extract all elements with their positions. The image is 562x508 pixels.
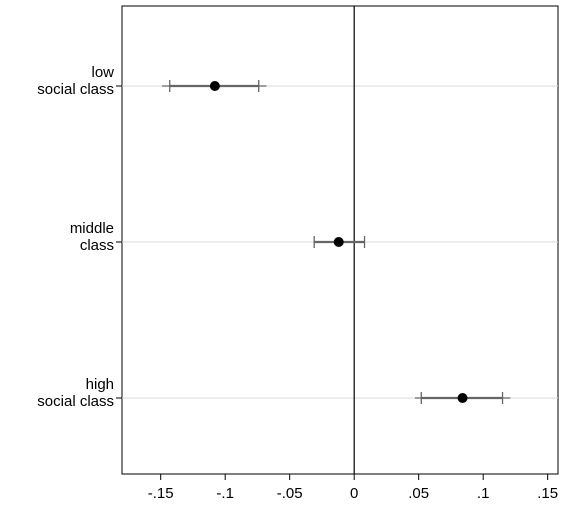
estimate-point <box>209 81 220 91</box>
estimates <box>161 80 511 404</box>
x-tick-label: .05 <box>408 485 429 502</box>
x-tick-label: -.1 <box>216 485 234 502</box>
y-tick-label: low <box>91 64 114 81</box>
x-tick-label: .1 <box>477 485 490 502</box>
y-tick-label: middle <box>70 220 114 237</box>
x-tick-label: -.15 <box>148 485 174 502</box>
x-tick-label: .15 <box>537 485 558 502</box>
y-tick-label: high <box>86 376 114 393</box>
y-tick-label: class <box>80 237 114 254</box>
estimate-point <box>457 393 468 403</box>
x-tick-label: 0 <box>350 485 358 502</box>
y-tick-label: social class <box>37 81 114 98</box>
estimate-point <box>333 237 344 247</box>
y-tick-label: social class <box>37 393 114 410</box>
x-tick-label: -.05 <box>277 485 303 502</box>
x-axis: -.15 -.1 -.05 0 .05 .1 .15 <box>148 474 558 502</box>
